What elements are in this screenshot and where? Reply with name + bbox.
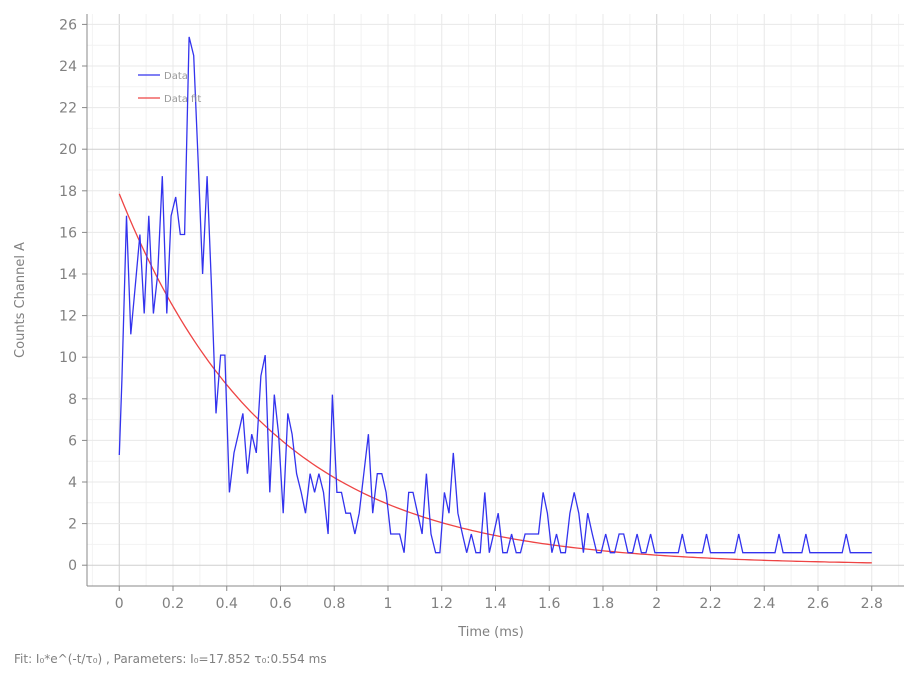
y-tick-label: 22: [59, 101, 77, 117]
y-tick-label: 6: [68, 433, 77, 449]
y-tick-label: 4: [68, 475, 77, 491]
x-ticks: 0 0.2 0.4 0.6 0.8 1 1.2 1.4 1.6 1.8 2 2.2 2.4 2.6 2.8: [115, 586, 883, 612]
y-tick-label: 26: [59, 17, 77, 33]
series-line-data: [118, 36, 872, 554]
grid: [87, 14, 904, 586]
x-tick-label: 1.6: [538, 596, 560, 612]
x-tick-label: 0.8: [323, 596, 345, 612]
x-tick-label: 2.8: [861, 596, 883, 612]
fit-parameters-text: Fit: I₀*e^(-t/τ₀) , Parameters: I₀=17.85…: [14, 652, 327, 666]
x-tick-label: 2.4: [753, 596, 775, 612]
x-tick-label: 0.2: [162, 596, 184, 612]
y-tick-label: 16: [59, 225, 77, 241]
x-tick-label: 0: [115, 596, 124, 612]
legend-label-data: Data: [164, 71, 188, 82]
x-tick-label: 0.6: [269, 596, 291, 612]
series-line-data-fit: [118, 193, 872, 564]
y-tick-label: 20: [59, 142, 77, 158]
x-tick-label: 0.4: [216, 596, 238, 612]
y-tick-label: 8: [68, 392, 77, 408]
legend-label-data-fit: Data fit: [164, 94, 201, 105]
y-tick-label: 14: [59, 267, 77, 283]
x-tick-label: 1.8: [592, 596, 614, 612]
x-tick-label: 1: [384, 596, 393, 612]
y-tick-label: 2: [68, 517, 77, 533]
y-tick-label: 0: [68, 558, 77, 574]
chart: 0 0.2 0.4 0.6 0.8 1 1.2 1.4 1.6 1.8 2 2.2 2.4 2.6 2.8 …: [13, 14, 904, 640]
x-tick-label: 2: [652, 596, 661, 612]
x-axis-title: Time (ms): [457, 625, 524, 640]
y-axis-title: Counts Channel A: [13, 242, 28, 358]
x-tick-label: 2.6: [807, 596, 829, 612]
y-tick-label: 18: [59, 184, 77, 200]
y-tick-label: 24: [59, 59, 77, 75]
series: [118, 36, 872, 564]
x-tick-label: 2.2: [699, 596, 721, 612]
y-tick-label: 10: [59, 350, 77, 366]
x-tick-label: 1.2: [431, 596, 453, 612]
x-tick-label: 1.4: [484, 596, 506, 612]
y-tick-label: 12: [59, 309, 77, 325]
legend: Data Data fit: [138, 71, 201, 105]
